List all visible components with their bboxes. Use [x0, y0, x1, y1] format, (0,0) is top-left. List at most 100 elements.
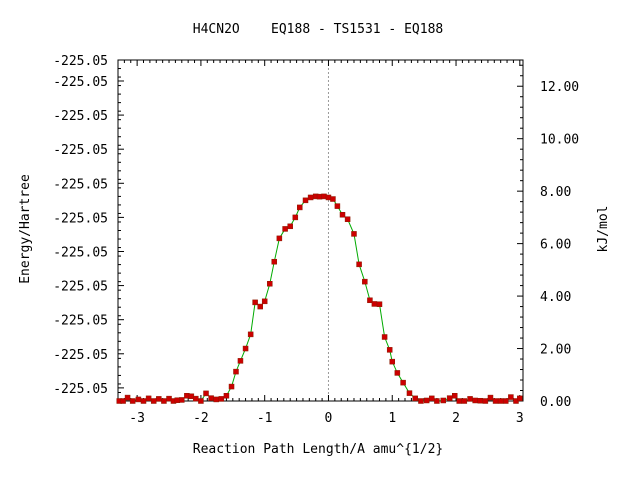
left-tick-label: -225.05: [53, 177, 108, 192]
x-axis-label: Reaction Path Length/A amu^{1/2}: [193, 442, 443, 457]
y-axis-label-left: Energy/Hartree: [18, 174, 33, 284]
left-tick-label: -225.05: [53, 143, 108, 158]
right-tick-label: 8.00: [540, 185, 571, 200]
data-point: [386, 347, 393, 353]
data-point: [418, 398, 424, 404]
y-axis-label-right: kJ/mol: [596, 206, 611, 253]
data-point: [120, 398, 126, 404]
data-point: [389, 358, 396, 365]
data-point: [356, 261, 362, 268]
data-point: [344, 216, 351, 222]
left-tick-label: -225.05: [53, 314, 108, 329]
x-tick-label: -2: [193, 411, 209, 426]
data-point: [271, 258, 278, 265]
data-point: [497, 398, 504, 404]
right-tick-label: 0.00: [540, 395, 571, 410]
left-tick-label: -225.05: [53, 211, 108, 226]
data-point: [247, 331, 254, 338]
data-point: [208, 395, 214, 401]
data-point: [334, 203, 341, 209]
x-tick-label: -1: [257, 411, 273, 426]
right-tick-label: 10.00: [540, 133, 579, 148]
data-point: [307, 194, 314, 201]
data-point: [517, 395, 523, 402]
data-point: [140, 398, 147, 404]
data-point: [446, 395, 453, 401]
data-point: [267, 280, 273, 287]
data-point: [145, 395, 152, 402]
data-point: [129, 398, 136, 404]
data-point: [282, 226, 288, 232]
data-point: [492, 398, 499, 404]
left-tick-label: -225.05: [53, 382, 108, 397]
data-point: [440, 397, 447, 404]
data-point: [228, 383, 235, 390]
data-point: [124, 394, 131, 401]
data-point: [452, 393, 458, 399]
left-tick-label: -225.05: [53, 109, 108, 124]
data-point: [252, 299, 258, 306]
data-point: [287, 223, 293, 230]
data-point: [330, 196, 336, 202]
data-point: [423, 397, 430, 404]
data-point: [381, 334, 388, 340]
data-point: [161, 398, 167, 404]
data-point: [156, 396, 162, 402]
right-tick-label: 4.00: [540, 290, 571, 305]
data-point: [223, 393, 230, 399]
x-tick-label: 0: [325, 411, 333, 426]
left-tick-label: -225.05: [53, 280, 108, 295]
data-point: [400, 379, 406, 386]
data-point: [276, 235, 283, 242]
data-point: [233, 368, 239, 375]
data-point: [371, 301, 378, 307]
data-point: [135, 396, 142, 403]
data-point: [150, 398, 157, 404]
right-tick-label: 2.00: [540, 343, 571, 358]
data-point: [429, 395, 435, 402]
left-tick-label: -225.05: [53, 54, 108, 69]
data-point: [503, 398, 509, 404]
plot-frame: [117, 59, 524, 402]
data-point: [367, 297, 373, 304]
data-point: [213, 396, 219, 403]
data-point: [292, 214, 299, 221]
data-point: [434, 398, 440, 404]
data-point: [179, 397, 185, 403]
data-point: [461, 398, 468, 404]
data-point: [203, 390, 209, 397]
data-point: [297, 204, 303, 211]
data-point: [193, 395, 199, 402]
series-line: [119, 195, 521, 402]
plot-area: -3 -2 -1 0 1 2 3 -225.05 -225.05 -225.05 -225.05 -2…: [53, 54, 579, 426]
data-point: [482, 398, 489, 404]
right-tick-label: 12.00: [540, 80, 579, 95]
data-point: [302, 197, 309, 204]
data-point: [394, 370, 401, 376]
x-tick-label: 3: [516, 411, 524, 426]
left-tick-label: -225.05: [53, 75, 108, 90]
data-point: [339, 212, 346, 218]
data-point: [487, 394, 494, 401]
data-point: [376, 301, 383, 307]
x-tick-label: 2: [452, 411, 460, 426]
left-tick-label: -225.05: [53, 348, 108, 363]
left-tick-label: -225.05: [53, 245, 108, 260]
data-point: [406, 390, 413, 396]
data-point: [362, 278, 368, 285]
data-point: [257, 303, 263, 310]
x-tick-label: -3: [129, 411, 145, 426]
data-point: [472, 397, 478, 404]
data-point: [456, 398, 462, 404]
data-point: [218, 396, 225, 402]
data-point: [351, 231, 357, 237]
right-tick-label: 6.00: [540, 238, 571, 253]
data-point: [477, 397, 484, 404]
data-point: [467, 396, 473, 402]
data-point: [261, 298, 268, 305]
data-point: [242, 345, 249, 352]
data-point: [508, 394, 514, 400]
chart-title: H4CN2O EQ188 - TS1531 - EQ188: [193, 22, 443, 37]
